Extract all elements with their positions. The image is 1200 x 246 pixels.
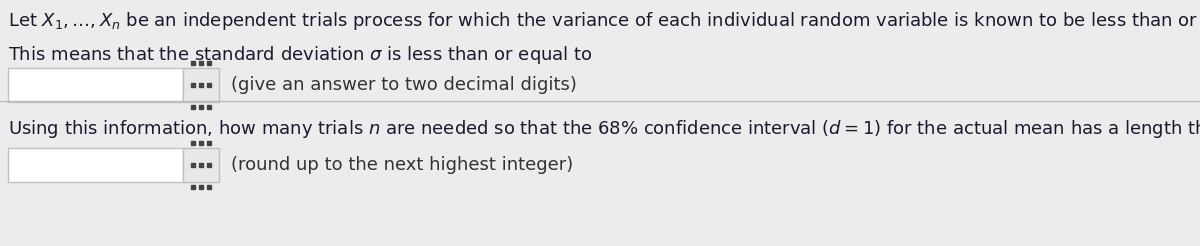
FancyBboxPatch shape [182,68,220,102]
Text: This means that the standard deviation $\sigma$ is less than or equal to: This means that the standard deviation $… [8,44,593,66]
FancyBboxPatch shape [8,148,182,182]
FancyBboxPatch shape [182,148,220,182]
Text: (round up to the next highest integer): (round up to the next highest integer) [230,156,574,174]
Text: (give an answer to two decimal digits): (give an answer to two decimal digits) [230,76,577,94]
FancyBboxPatch shape [8,68,182,102]
Text: Let $X_1, \ldots, X_n$ be an independent trials process for which the variance o: Let $X_1, \ldots, X_n$ be an independent… [8,10,1200,32]
Text: Using this information, how many trials $n$ are needed so that the 68% confidenc: Using this information, how many trials … [8,118,1200,140]
